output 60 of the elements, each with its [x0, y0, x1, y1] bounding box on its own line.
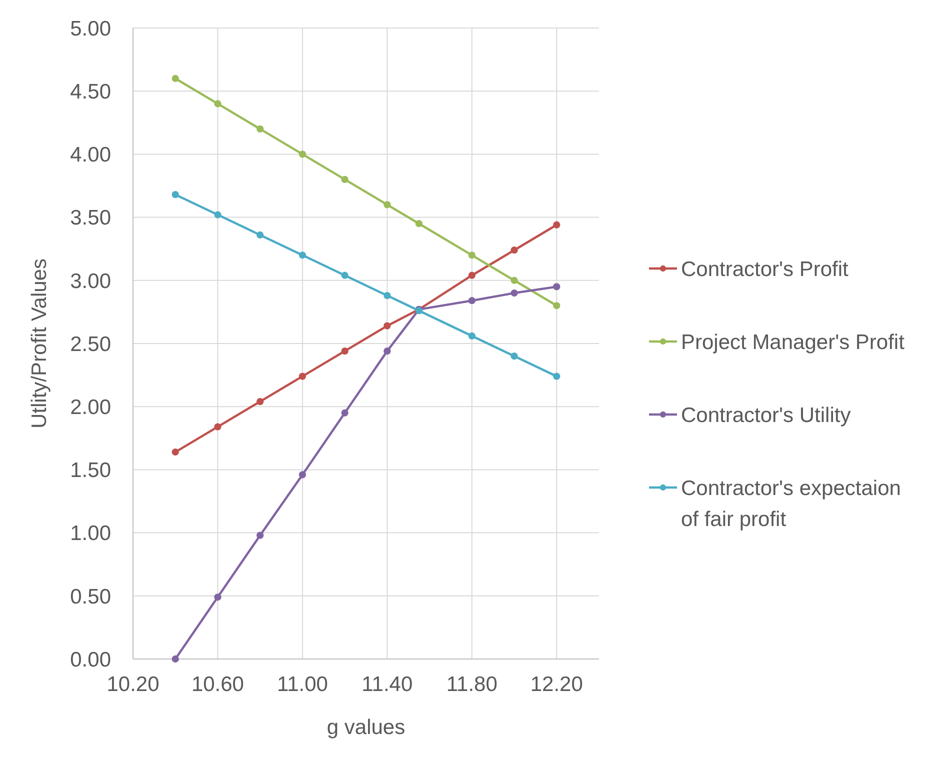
- y-axis-title: Utlity/Profit Values: [28, 258, 51, 428]
- y-tick-label: 2.00: [70, 396, 111, 419]
- point: [384, 322, 391, 330]
- point: [298, 150, 306, 158]
- x-tick-label: 11.80: [446, 673, 498, 696]
- point: [510, 276, 518, 284]
- point: [172, 655, 179, 663]
- point: [415, 220, 423, 228]
- point: [172, 448, 179, 456]
- point: [298, 471, 306, 478]
- point: [468, 332, 476, 340]
- point: [384, 201, 391, 208]
- y-tick-label: 0.50: [70, 585, 111, 608]
- point: [214, 100, 222, 108]
- y-tick-label: 4.00: [70, 144, 111, 167]
- y-tick-label: 3.50: [70, 206, 111, 230]
- x-tick-label: 11.40: [362, 673, 413, 696]
- point: [553, 302, 560, 310]
- y-tick-label: 3.00: [70, 270, 111, 293]
- y-tick-label: 1.50: [70, 459, 111, 482]
- point: [214, 594, 222, 601]
- y-tick-label: 4.50: [70, 80, 111, 104]
- legend-label: Contractor's Profit: [681, 258, 849, 281]
- point: [341, 348, 348, 355]
- point: [172, 74, 179, 82]
- point: [256, 125, 264, 133]
- point: [256, 398, 264, 406]
- y-tick-label: 5.00: [70, 17, 111, 40]
- x-tick-label: 10.20: [106, 673, 160, 696]
- y-tick-label: 1.00: [70, 522, 111, 546]
- point: [172, 191, 179, 198]
- point: [468, 272, 476, 279]
- y-tick-label: 2.50: [70, 332, 111, 356]
- x-tick-label: 12.20: [530, 673, 583, 696]
- legend-label: Contractor's expectaion of fair profit: [681, 476, 901, 531]
- point: [341, 176, 348, 183]
- point: [214, 211, 222, 218]
- point: [510, 352, 518, 360]
- point: [214, 423, 222, 430]
- y-tick-label: 0.00: [70, 648, 111, 672]
- point: [553, 372, 560, 380]
- x-tick-label: 10.60: [191, 673, 244, 696]
- point: [384, 348, 391, 355]
- point: [256, 532, 264, 539]
- point: [553, 283, 560, 290]
- x-axis-title: g values: [326, 716, 406, 739]
- point: [298, 252, 306, 259]
- point: [341, 409, 348, 416]
- point: [553, 221, 560, 228]
- point: [298, 372, 306, 380]
- point: [468, 252, 476, 259]
- point: [510, 246, 518, 254]
- legend-label: Project Manager's Profit: [681, 330, 905, 354]
- x-tick-label: 11.00: [276, 673, 328, 696]
- legend-label: Contractor's Utility: [681, 404, 852, 427]
- point: [341, 272, 348, 279]
- point: [468, 297, 476, 304]
- point: [256, 231, 264, 239]
- point: [384, 292, 391, 300]
- point: [510, 289, 518, 297]
